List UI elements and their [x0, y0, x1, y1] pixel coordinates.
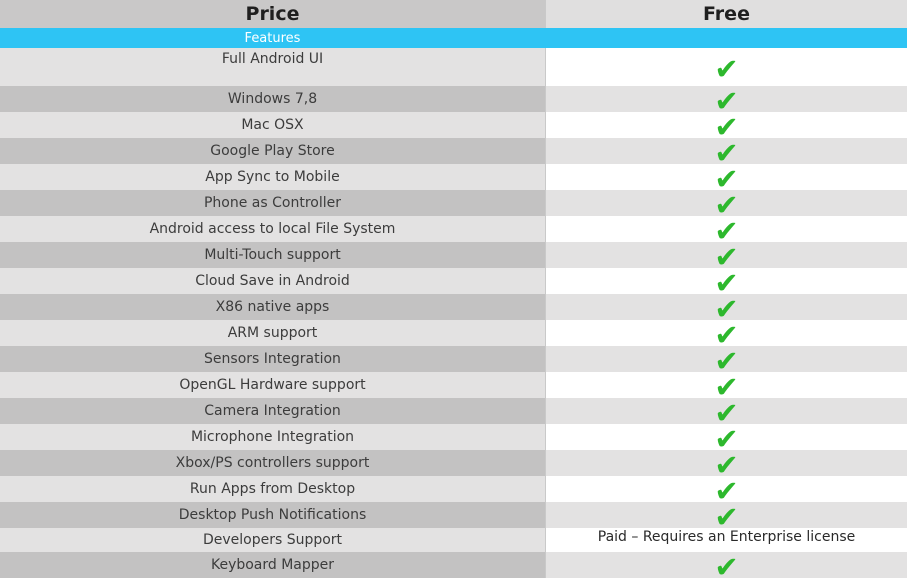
table-row: OpenGL Hardware support ✔	[0, 372, 907, 401]
checkmark-icon: ✔	[714, 187, 739, 222]
free-value: ✔	[545, 268, 907, 297]
table-row: Developers Support Paid – Requires an Ent…	[0, 528, 907, 552]
table-row: Cloud Save in Android ✔	[0, 268, 907, 297]
table-row: Phone as Controller ✔	[0, 190, 907, 219]
free-value: ✔	[545, 320, 907, 349]
checkmark-icon: ✔	[714, 51, 739, 86]
free-value: ✔	[545, 398, 907, 427]
checkmark-icon: ✔	[714, 265, 739, 300]
feature-label: Android access to local File System	[0, 216, 545, 242]
free-value: ✔	[545, 138, 907, 167]
feature-label: Run Apps from Desktop	[0, 476, 545, 502]
table-row: App Sync to Mobile ✔	[0, 164, 907, 193]
feature-label: X86 native apps	[0, 294, 545, 320]
free-note: Paid – Requires an Enterprise license	[597, 529, 856, 545]
feature-label: Microphone Integration	[0, 424, 545, 450]
feature-label: Full Android UI	[0, 48, 545, 86]
free-value: ✔	[545, 450, 907, 479]
feature-label: Developers Support	[0, 528, 545, 552]
checkmark-icon: ✔	[714, 473, 739, 508]
feature-label: Keyboard Mapper	[0, 552, 545, 578]
table-row: Mac OSX ✔	[0, 112, 907, 141]
checkmark-icon: ✔	[714, 239, 739, 274]
checkmark-icon: ✔	[714, 549, 739, 584]
table-row: Google Play Store ✔	[0, 138, 907, 167]
table-row: Full Android UI ✔	[0, 48, 907, 86]
checkmark-icon: ✔	[714, 421, 739, 456]
feature-label: Phone as Controller	[0, 190, 545, 216]
feature-label: App Sync to Mobile	[0, 164, 545, 190]
checkmark-icon: ✔	[714, 83, 739, 118]
free-value: ✔	[545, 48, 907, 86]
features-band-empty	[545, 28, 907, 48]
table-row: Xbox/PS controllers support ✔	[0, 450, 907, 479]
table-row: X86 native apps ✔	[0, 294, 907, 323]
free-value: ✔	[545, 372, 907, 401]
feature-label: Mac OSX	[0, 112, 545, 138]
free-value: ✔	[545, 242, 907, 271]
feature-label: ARM support	[0, 320, 545, 346]
feature-label: Camera Integration	[0, 398, 545, 424]
table-row: Run Apps from Desktop ✔	[0, 476, 907, 505]
free-value: ✔	[545, 164, 907, 193]
checkmark-icon: ✔	[714, 499, 739, 534]
checkmark-icon: ✔	[714, 369, 739, 404]
feature-label: Windows 7,8	[0, 86, 545, 112]
feature-label: Desktop Push Notifications	[0, 502, 545, 528]
checkmark-icon: ✔	[714, 213, 739, 248]
header-free: Free	[545, 0, 907, 28]
feature-label: Multi-Touch support	[0, 242, 545, 268]
table-row: Multi-Touch support ✔	[0, 242, 907, 271]
free-value: ✔	[545, 424, 907, 453]
table-row: Android access to local File System ✔	[0, 216, 907, 245]
free-value: ✔	[545, 86, 907, 115]
checkmark-icon: ✔	[714, 317, 739, 352]
features-band-label: Features	[0, 28, 545, 48]
checkmark-icon: ✔	[714, 135, 739, 170]
checkmark-icon: ✔	[714, 343, 739, 378]
features-band: Features	[0, 28, 907, 48]
feature-label: Google Play Store	[0, 138, 545, 164]
free-value: ✔	[545, 552, 907, 581]
table-row: Keyboard Mapper ✔	[0, 552, 907, 581]
feature-label: Cloud Save in Android	[0, 268, 545, 294]
checkmark-icon: ✔	[714, 447, 739, 482]
free-value: ✔	[545, 346, 907, 375]
table-row: Windows 7,8 ✔	[0, 86, 907, 115]
free-value: Paid – Requires an Enterprise license	[545, 528, 907, 552]
checkmark-icon: ✔	[714, 161, 739, 196]
table-row: ARM support ✔	[0, 320, 907, 349]
checkmark-icon: ✔	[714, 291, 739, 326]
table-header: Price Free	[0, 0, 907, 28]
free-value: ✔	[545, 112, 907, 141]
table-row: Microphone Integration ✔	[0, 424, 907, 453]
feature-label: OpenGL Hardware support	[0, 372, 545, 398]
table-row: Camera Integration ✔	[0, 398, 907, 427]
feature-label: Sensors Integration	[0, 346, 545, 372]
table-row: Sensors Integration ✔	[0, 346, 907, 375]
free-value: ✔	[545, 476, 907, 505]
free-value: ✔	[545, 190, 907, 219]
table-row: Desktop Push Notifications ✔	[0, 502, 907, 531]
header-price: Price	[0, 0, 545, 28]
free-value: ✔	[545, 502, 907, 531]
checkmark-icon: ✔	[714, 109, 739, 144]
feature-label: Xbox/PS controllers support	[0, 450, 545, 476]
checkmark-icon: ✔	[714, 395, 739, 430]
free-value: ✔	[545, 216, 907, 245]
feature-rows: Full Android UI ✔ Windows 7,8 ✔ Mac OSX ✔ Goog…	[0, 48, 907, 581]
free-value: ✔	[545, 294, 907, 323]
